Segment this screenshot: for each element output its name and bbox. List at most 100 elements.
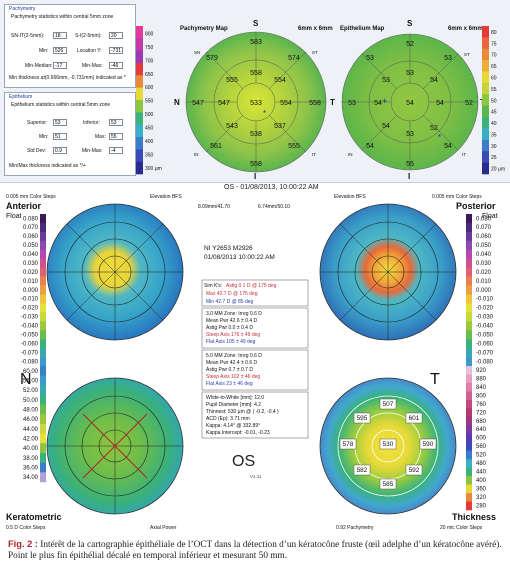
sim-k-min: Min 42.7 D @ 85 deg [206,299,254,305]
right-scale2-label: 280 [476,503,487,509]
pachy-label-sn: SN [194,50,200,55]
epi-scale-swatch [482,139,489,152]
left-scale2-label: 50.00 [23,398,39,404]
epi-scale-label: 60 [491,76,497,82]
std-dev-value[interactable]: 0.9 [53,147,67,154]
pachy-inner-s: 558 [250,70,262,77]
min-median-value[interactable]: -17 [53,62,67,69]
epi-scale-label: 35 [491,132,497,138]
left-scale2-label: 42.00 [23,436,39,442]
right-scale2-label: 680 [476,419,487,425]
left-color-scale: 0.080 0.070 0.060 0.050 0.040 0.030 0.020 0.010… [21,214,46,483]
left-scale-label: 0.060 [23,234,39,240]
thickness-center: 530 [383,441,394,448]
left-scale-label: 0.000 [23,288,39,294]
pachy-scale-swatch [136,149,143,162]
oct-statistics-panel: Pachymetry Pachymetry statistics within … [0,0,510,183]
left-scale-label: -0.080 [21,359,39,365]
epi-scale-swatch [482,82,489,95]
sn-it-value[interactable]: 18 [53,32,67,39]
pachymetry-map: Pachymetry Map 6mm x 6mm S I N T SN ST I… [174,19,335,180]
right-scale2-label: 640 [476,427,487,433]
nasal-label: N [20,371,32,388]
extra-line-3: ACD (Ep): 3.71 mm [206,416,250,422]
left-scale-label: 0.080 [23,216,39,222]
patient-id: NI Y2653 M2926 [204,245,253,252]
thickness-sn: 595 [357,415,368,422]
zone3-line-1: Mean Pwr 42.6 ± 0.4 D [206,318,257,324]
left-scale-swatch [40,258,46,268]
epithelium-map-size: 6mm x 6mm [448,26,483,32]
epi-inner-in: 54 [382,123,390,130]
right-scale2-label: 840 [476,385,487,391]
right-scale2-swatch [466,416,472,426]
epithelium-values: 54 53 54 54 52 53 54 54 53 52 53 52 54 5… [348,41,473,168]
epi-outer-sn: 53 [366,55,374,62]
left-scale-swatch [40,330,46,340]
epi-max-value[interactable]: 55 [109,133,123,140]
right-scale-swatch [466,330,472,340]
right-scale-label: -0.050 [476,332,494,338]
s-i-value[interactable]: 20 [109,32,123,39]
anterior-map [46,203,184,341]
pachy-scale-label: 400 [145,139,154,145]
pachy-inner-i: 538 [250,131,262,138]
min-max-value[interactable]: -46 [109,62,123,69]
superior-value[interactable]: 53 [53,119,67,126]
temporal-label: T [430,371,440,388]
pachymetry-map-size: 6mm x 6mm [298,26,333,32]
pachy-scale-label: 500 [145,112,154,118]
pachy-scale-swatch [136,50,143,64]
thickness-it: 592 [409,467,420,474]
right-scale2-swatch [466,476,472,485]
location-y-value[interactable]: -731 [109,47,123,54]
epi-label-st: ST [464,52,470,57]
pachy-scale-label: 450 [145,126,154,132]
thickness-n: 578 [343,441,354,448]
thickness-st: 601 [409,415,420,422]
left-scale-label: 0.070 [23,225,39,231]
right-scale2-label: 440 [476,470,487,476]
thickness-t: 590 [423,441,434,448]
min-value[interactable]: 526 [53,47,67,54]
epi-outer-s: 52 [406,41,414,48]
right-scale-label: 0.040 [476,252,492,258]
left-scale-label: -0.050 [21,332,39,338]
pachy-scale-label: 600 [145,85,154,91]
right-scale-label: -0.060 [476,341,494,347]
left-scale2-label: 52.00 [23,388,39,394]
pachy-scale-swatch [136,87,143,101]
right-scale-swatch [466,294,472,304]
exam-date: 01/08/2013 10:00:22 AM [204,254,275,261]
epi-scale-swatch [482,128,489,141]
left-scale2-swatch [40,414,46,425]
left-scale-label: -0.020 [21,306,39,312]
zone3-box [201,307,309,349]
inferior-value[interactable]: 53 [109,119,123,126]
right-scale2-label: 880 [476,376,487,382]
min-label: Min: [39,48,49,54]
epi-scale-label: 75 [491,41,497,47]
posterior-map [319,203,457,341]
pachymetry-subtitle: Pachymetry statistics within central 5mm… [11,14,114,20]
left-scale2-label: 40.00 [23,446,39,452]
inferior-label: Inferior: [83,120,100,126]
epi-scale-label: 65 [491,64,497,70]
epi-scale-swatch [482,60,489,72]
zone3-lines: 3.0 MM Zone: Irreg 0.6 D Mean Pwr 42.6 ±… [206,311,262,345]
epi-scale-swatch [482,37,489,50]
epi-min-max-value[interactable]: -4 [109,147,123,154]
right-scale-swatch [466,357,472,367]
epi-min-value[interactable]: 51 [53,133,67,140]
pachymetry-values: 533 558 554 554 537 538 543 547 555 583 … [192,39,321,168]
keratometric-title: Keratometric [6,512,62,522]
right-scale-swatch [466,276,472,286]
pachy-scale-label: 700 [145,58,154,64]
epi-outer-st: 53 [444,55,452,62]
right-scale2-label: 360 [476,487,487,493]
zone3-line-3: Steep Axis 176 ± 49 deg [206,332,260,338]
pachy-label-n: N [174,98,180,107]
left-scale-label: -0.070 [21,350,39,356]
zone5-line-0: 5.0 MM Zone: Irreg 0.6 D [206,353,262,359]
left-scale-swatch [40,357,46,367]
